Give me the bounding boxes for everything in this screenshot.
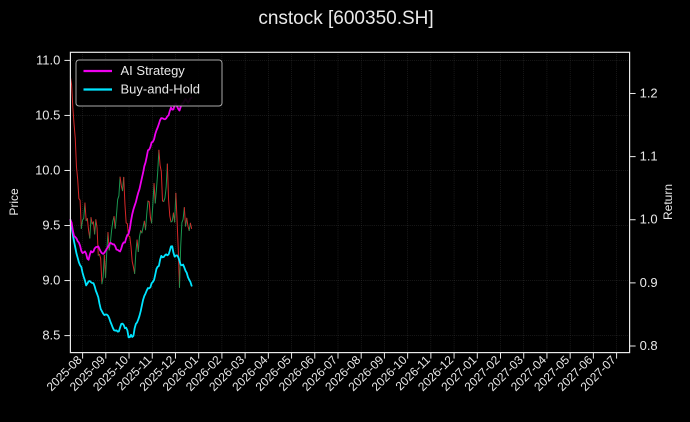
svg-text:0.8: 0.8 (640, 338, 658, 353)
svg-text:10.5: 10.5 (35, 107, 60, 122)
svg-text:AI Strategy: AI Strategy (121, 63, 186, 78)
svg-text:Return: Return (661, 184, 675, 220)
svg-text:0.9: 0.9 (640, 275, 658, 290)
svg-text:11.0: 11.0 (36, 52, 60, 67)
svg-text:1.2: 1.2 (640, 85, 658, 100)
svg-text:1.0: 1.0 (640, 212, 658, 227)
svg-text:9.0: 9.0 (42, 273, 60, 288)
svg-text:cnstock [600350.SH]: cnstock [600350.SH] (258, 8, 433, 29)
svg-text:10.0: 10.0 (35, 162, 60, 177)
svg-text:Price: Price (7, 188, 21, 216)
svg-text:8.5: 8.5 (42, 328, 60, 343)
svg-text:9.5: 9.5 (42, 218, 60, 233)
svg-text:Buy-and-Hold: Buy-and-Hold (121, 82, 201, 97)
svg-text:1.1: 1.1 (640, 149, 658, 164)
